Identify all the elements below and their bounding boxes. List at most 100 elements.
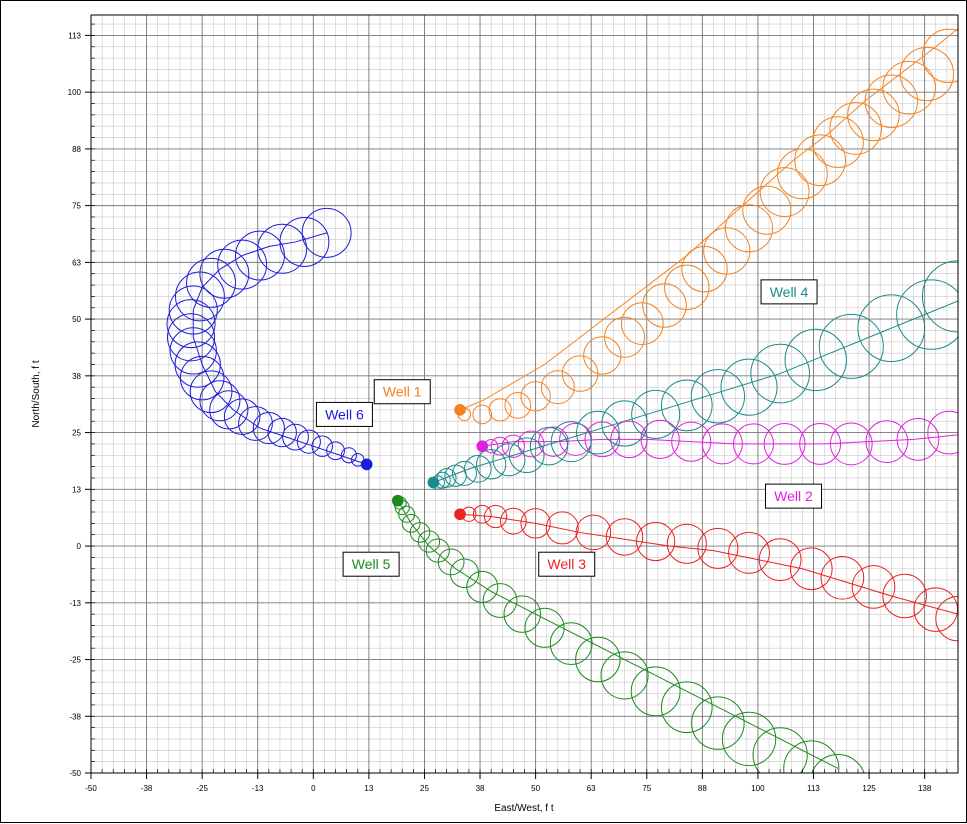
- uncertainty-circle: [927, 410, 958, 455]
- uncertainty-circle: [449, 558, 480, 589]
- uncertainty-circle: [490, 436, 510, 456]
- well-label-box: [373, 379, 431, 405]
- x-tick-label: 113: [807, 784, 820, 793]
- uncertainty-circle: [326, 441, 345, 461]
- uncertainty-circle: [340, 447, 357, 464]
- uncertainty-circle: [630, 666, 681, 717]
- x-tick-label: -13: [252, 784, 264, 793]
- major-grid: [90, 15, 958, 774]
- uncertainty-circle: [437, 548, 465, 576]
- uncertainty-circle: [864, 74, 919, 128]
- trajectory-line: [459, 513, 958, 615]
- uncertainty-circle: [550, 421, 592, 463]
- uncertainty-circle: [742, 185, 792, 235]
- uncertainty-circle: [720, 358, 778, 416]
- y-tick-label: -38: [69, 712, 81, 721]
- uncertainty-circle: [575, 514, 612, 551]
- uncertainty-circle: [189, 370, 233, 414]
- uncertainty-circle: [199, 380, 241, 422]
- y-tick-label: 100: [68, 88, 82, 97]
- uncertainty-circle: [296, 429, 321, 454]
- series-well-4: [427, 260, 958, 490]
- uncertainty-circle: [763, 422, 806, 465]
- well-label-box: [764, 483, 822, 509]
- x-tick-label: 125: [862, 784, 876, 793]
- well-label-text: Well 6: [325, 406, 364, 422]
- x-tick-label: 50: [531, 784, 540, 793]
- uncertainty-circle: [466, 570, 499, 603]
- uncertainty-circle: [559, 422, 593, 456]
- uncertainty-circle: [882, 573, 927, 619]
- x-tick-label: 75: [642, 784, 651, 793]
- trajectory-line: [397, 500, 839, 769]
- uncertainty-circle: [697, 527, 739, 569]
- uncertainty-circle: [538, 426, 569, 457]
- uncertainty-circle: [789, 547, 833, 591]
- uncertainty-circle: [728, 531, 770, 574]
- uncertainty-circle: [166, 299, 216, 349]
- well-label: Well 5: [342, 551, 400, 577]
- uncertainty-circle: [896, 279, 958, 350]
- tick-marks: [85, 23, 959, 779]
- well-label: Well 6: [315, 401, 373, 427]
- x-tick-label: 100: [751, 784, 765, 793]
- uncertainty-circle: [660, 379, 713, 432]
- uncertainty-circle: [451, 460, 477, 486]
- uncertainty-circle: [209, 390, 249, 430]
- series-well-3: [454, 504, 958, 642]
- x-tick-label: 63: [587, 784, 596, 793]
- uncertainty-circle: [847, 88, 900, 142]
- uncertainty-circle: [503, 595, 542, 633]
- well-label-text: Well 3: [547, 556, 586, 572]
- y-tick-labels: 113 100 88 75 63 50 38 25 13 0 -13 -25 -38 -50: [68, 31, 82, 778]
- uncertainty-circle: [217, 239, 268, 290]
- uncertainty-circle: [620, 302, 664, 346]
- y-tick-label: 38: [72, 372, 81, 381]
- uncertainty-circle: [475, 449, 507, 480]
- start-marker: [392, 495, 404, 507]
- uncertainty-circle: [499, 507, 527, 535]
- well-label: Well 3: [538, 551, 596, 577]
- uncertainty-circle: [545, 511, 579, 545]
- start-marker: [427, 477, 439, 489]
- uncertainty-circle: [417, 530, 441, 553]
- uncertainty-circle: [604, 316, 646, 358]
- uncertainty-circle: [398, 505, 416, 523]
- uncertainty-circle: [186, 257, 237, 308]
- y-tick-label: 113: [68, 31, 81, 40]
- uncertainty-circle: [223, 398, 261, 435]
- uncertainty-circle: [282, 423, 309, 451]
- uncertainty-circle: [921, 28, 958, 84]
- x-tick-label: -38: [141, 784, 153, 793]
- uncertainty-circle: [750, 343, 810, 404]
- uncertainty-circle: [899, 46, 955, 102]
- y-tick-label: -13: [69, 599, 81, 608]
- well-label-text: Well 4: [770, 284, 809, 300]
- uncertainty-circle: [701, 423, 743, 465]
- well-label: Well 1: [373, 379, 431, 405]
- uncertainty-circle: [257, 223, 308, 274]
- uncertainty-circle: [179, 355, 225, 401]
- uncertainty-circle: [660, 681, 713, 734]
- well-label-text: Well 1: [383, 384, 422, 400]
- uncertainty-circle: [508, 437, 545, 474]
- series-well-1: [454, 28, 958, 425]
- uncertainty-circle: [820, 555, 865, 600]
- uncertainty-circle: [829, 422, 873, 466]
- series-well-2: [476, 410, 958, 466]
- uncertainty-circle: [829, 102, 883, 155]
- x-tick-label: 13: [364, 784, 373, 793]
- uncertainty-circle: [664, 264, 710, 311]
- x-tick-labels: -50 -38 -25 -13 0 13 25 38 50 63 75 88 100 113 125 138: [85, 784, 932, 793]
- x-tick-label: 88: [698, 784, 707, 793]
- uncertainty-circle: [671, 421, 712, 462]
- uncertainty-circle: [811, 754, 865, 773]
- uncertainty-circle: [575, 636, 621, 683]
- uncertainty-circle: [690, 369, 746, 424]
- x-axis-title: East/West, f t: [494, 803, 553, 814]
- uncertainty-circle: [666, 523, 707, 564]
- uncertainty-circle: [504, 391, 532, 419]
- uncertainty-circle: [483, 504, 508, 529]
- x-tick-label: 0: [311, 784, 316, 793]
